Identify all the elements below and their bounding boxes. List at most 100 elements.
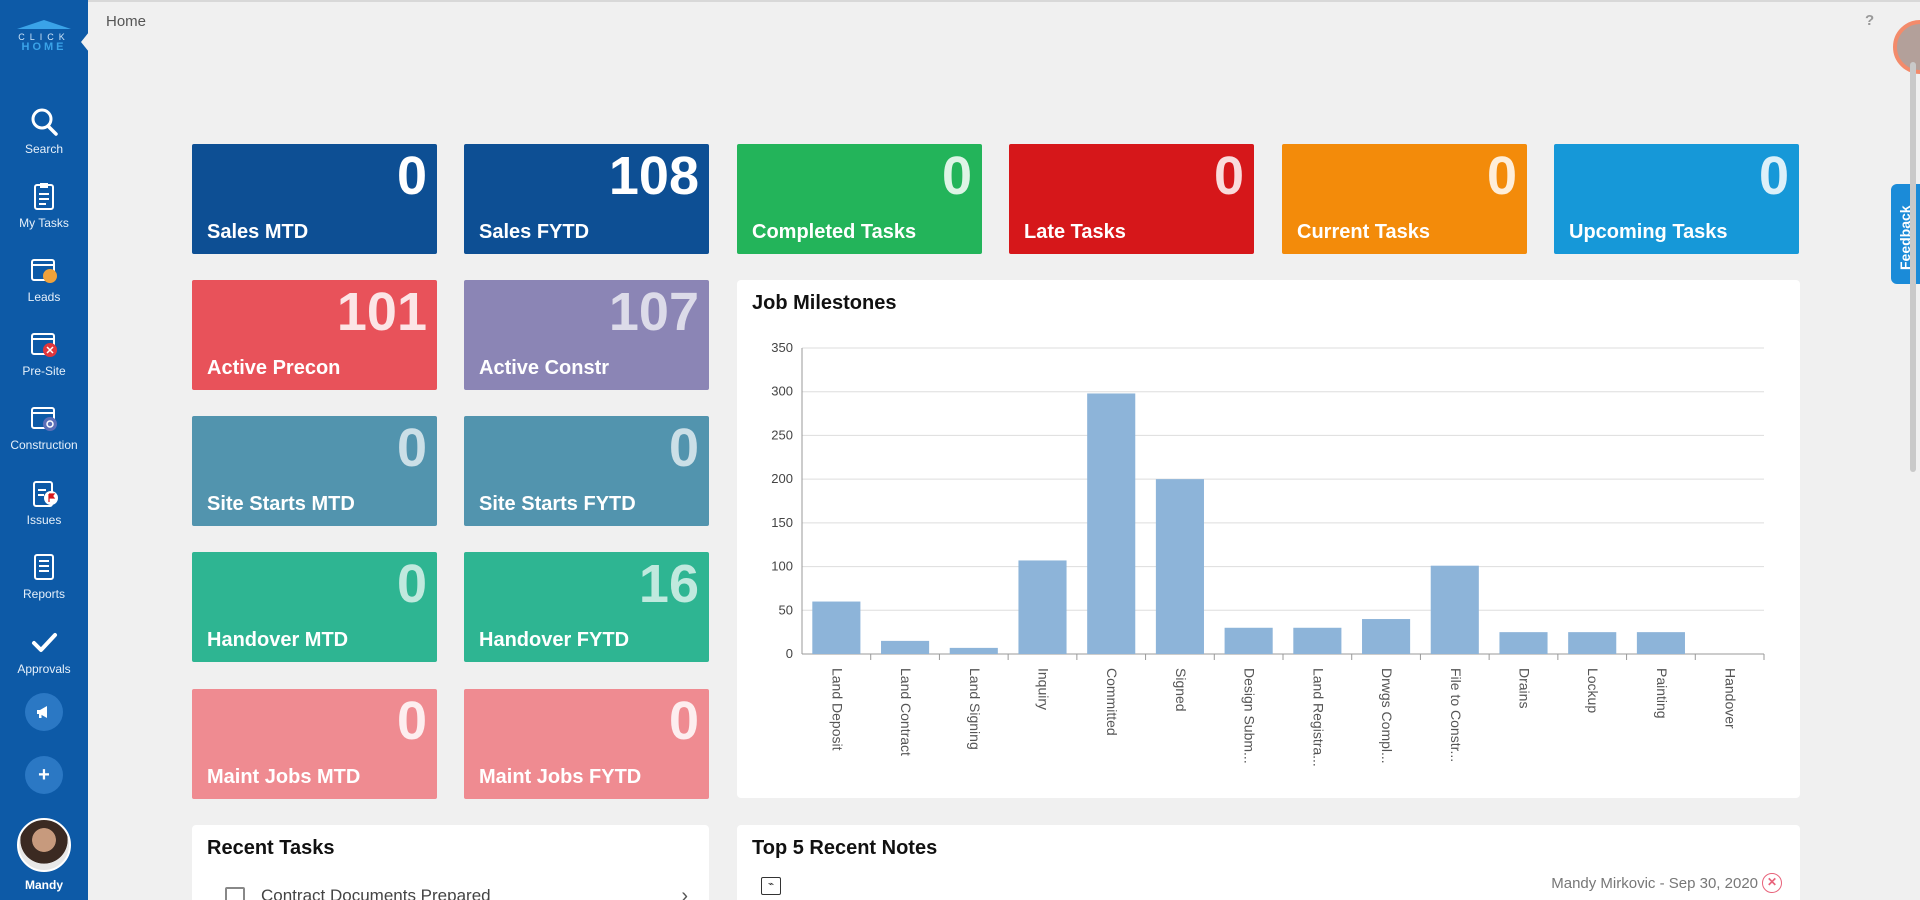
avatar[interactable] bbox=[17, 818, 71, 872]
chart-bar[interactable] bbox=[1430, 565, 1479, 654]
tile-label: Site Starts MTD bbox=[207, 493, 355, 515]
tile-upcoming-tasks[interactable]: 0 Upcoming Tasks bbox=[1554, 144, 1799, 254]
sidebar-item-leads[interactable]: Leads bbox=[0, 254, 88, 320]
chart-bar[interactable] bbox=[1362, 619, 1411, 654]
tile-label: Late Tasks bbox=[1024, 221, 1126, 243]
tile-active-precon[interactable]: 101 Active Precon bbox=[192, 280, 437, 390]
tile-maint-jobs-fytd[interactable]: 0 Maint Jobs FYTD bbox=[464, 689, 709, 799]
x-tick-label: Lockup bbox=[1585, 668, 1601, 713]
tile-label: Maint Jobs FYTD bbox=[479, 766, 642, 788]
chart-bar[interactable] bbox=[881, 640, 930, 654]
sidebar-item-label: My Tasks bbox=[19, 216, 69, 230]
x-tick-label: Painting bbox=[1654, 668, 1670, 719]
clickhome-logo[interactable]: CLICK HOME bbox=[10, 20, 78, 60]
sidebar-item-pre-site[interactable]: Pre-Site bbox=[0, 328, 88, 394]
breadcrumb[interactable]: Home bbox=[106, 13, 147, 30]
tile-label: Sales MTD bbox=[207, 221, 309, 243]
tile-value: 0 bbox=[396, 691, 427, 751]
sidebar-item-label: Search bbox=[24, 142, 64, 156]
tile-completed-tasks[interactable]: 0 Completed Tasks bbox=[737, 144, 982, 254]
sidebar-item-label: Construction bbox=[10, 438, 78, 452]
chart-bar[interactable] bbox=[1636, 632, 1685, 654]
sidebar-item-issues[interactable]: Issues bbox=[0, 477, 88, 543]
tile-label: Maint Jobs MTD bbox=[207, 766, 361, 788]
task-label: Contract Documents Prepared bbox=[261, 886, 491, 900]
megaphone-icon bbox=[37, 706, 47, 718]
y-tick-label: 250 bbox=[771, 427, 793, 442]
tile-handover-fytd[interactable]: 16 Handover FYTD bbox=[464, 552, 709, 662]
tile-value: 0 bbox=[1758, 146, 1789, 206]
tile-value: 0 bbox=[396, 554, 427, 614]
tile-label: Handover MTD bbox=[207, 629, 349, 651]
chevron-right-icon: › bbox=[681, 885, 688, 900]
tile-site-starts-fytd[interactable]: 0 Site Starts FYTD bbox=[464, 416, 709, 526]
y-tick-label: 150 bbox=[771, 515, 793, 530]
recent-tasks-panel: Recent Tasks Contract Documents Prepared… bbox=[192, 825, 709, 900]
tile-label: Handover FYTD bbox=[479, 629, 630, 651]
announcements-button[interactable] bbox=[25, 693, 63, 731]
tile-active-constr[interactable]: 107 Active Constr bbox=[464, 280, 709, 390]
tile-value: 0 bbox=[396, 146, 427, 206]
tile-value: 0 bbox=[396, 418, 427, 478]
x-tick-label: Land Registra... bbox=[1310, 668, 1326, 767]
x-tick-label: Signed bbox=[1173, 668, 1189, 712]
tile-sales-fytd[interactable]: 108 Sales FYTD bbox=[464, 144, 709, 254]
panel-title: Recent Tasks bbox=[207, 837, 335, 859]
chart-bar[interactable] bbox=[1018, 560, 1067, 654]
tile-label: Upcoming Tasks bbox=[1569, 221, 1728, 243]
sidebar-item-my-tasks[interactable]: My Tasks bbox=[0, 180, 88, 246]
x-tick-label: Drains bbox=[1517, 668, 1533, 708]
add-button[interactable]: + bbox=[25, 756, 63, 794]
x-tick-label: File to Constr... bbox=[1448, 668, 1464, 762]
sidebar-item-label: Leads bbox=[27, 290, 61, 304]
tile-current-tasks[interactable]: 0 Current Tasks bbox=[1282, 144, 1527, 254]
tile-label: Sales FYTD bbox=[479, 221, 590, 243]
tile-label: Completed Tasks bbox=[752, 221, 917, 243]
task-clipboard-icon bbox=[225, 887, 245, 900]
tile-value: 16 bbox=[638, 554, 699, 614]
panel-title: Job Milestones bbox=[752, 292, 897, 314]
tile-value: 0 bbox=[668, 418, 699, 478]
x-tick-label: Land Deposit bbox=[829, 668, 845, 751]
tile-label: Current Tasks bbox=[1297, 221, 1431, 243]
tile-site-starts-mtd[interactable]: 0 Site Starts MTD bbox=[192, 416, 437, 526]
checkmark-icon bbox=[32, 633, 57, 652]
tile-sales-mtd[interactable]: 0 Sales MTD bbox=[192, 144, 437, 254]
chart-bar[interactable] bbox=[1568, 632, 1617, 654]
chart-bar[interactable] bbox=[812, 601, 861, 654]
delete-note-icon[interactable]: ✕ bbox=[1762, 873, 1782, 893]
note-chart-icon[interactable]: ⌁ bbox=[761, 877, 781, 895]
help-icon[interactable]: ? bbox=[1865, 12, 1875, 29]
chart-bar[interactable] bbox=[1087, 393, 1136, 654]
sidebar-item-construction[interactable]: Construction bbox=[0, 402, 88, 468]
x-tick-label: Inquiry bbox=[1036, 668, 1052, 710]
tile-handover-mtd[interactable]: 0 Handover MTD bbox=[192, 552, 437, 662]
y-tick-label: 0 bbox=[786, 646, 793, 661]
sidebar-item-search[interactable]: Search bbox=[0, 106, 88, 172]
tile-value: 101 bbox=[336, 282, 427, 342]
sidebar-item-label: Issues bbox=[26, 513, 62, 527]
tile-value: 0 bbox=[1486, 146, 1517, 206]
task-row[interactable]: Contract Documents Prepared › bbox=[207, 877, 694, 900]
tile-late-tasks[interactable]: 0 Late Tasks bbox=[1009, 144, 1254, 254]
chart-bar[interactable] bbox=[949, 647, 998, 654]
chart-bar[interactable] bbox=[1293, 627, 1342, 654]
x-tick-label: Drwgs Compl... bbox=[1379, 668, 1395, 764]
scrollbar[interactable] bbox=[1910, 62, 1916, 472]
chart-bar[interactable] bbox=[1155, 479, 1204, 654]
chart-bar[interactable] bbox=[1224, 627, 1273, 654]
y-tick-label: 350 bbox=[771, 340, 793, 355]
issues-icon bbox=[33, 481, 58, 507]
logo-roof-icon bbox=[17, 20, 71, 29]
tile-maint-jobs-mtd[interactable]: 0 Maint Jobs MTD bbox=[192, 689, 437, 799]
chart-bar[interactable] bbox=[1499, 632, 1548, 654]
presite-icon bbox=[31, 333, 57, 357]
sidebar-item-approvals[interactable]: Approvals bbox=[0, 626, 88, 692]
sidebar-item-label: Pre-Site bbox=[22, 364, 66, 378]
construction-icon bbox=[31, 407, 57, 431]
sidebar-notch bbox=[81, 32, 89, 52]
reports-icon bbox=[34, 554, 54, 580]
sidebar-item-label: Reports bbox=[22, 587, 66, 601]
panel-title: Top 5 Recent Notes bbox=[752, 837, 938, 859]
sidebar-item-reports[interactable]: Reports bbox=[0, 551, 88, 617]
